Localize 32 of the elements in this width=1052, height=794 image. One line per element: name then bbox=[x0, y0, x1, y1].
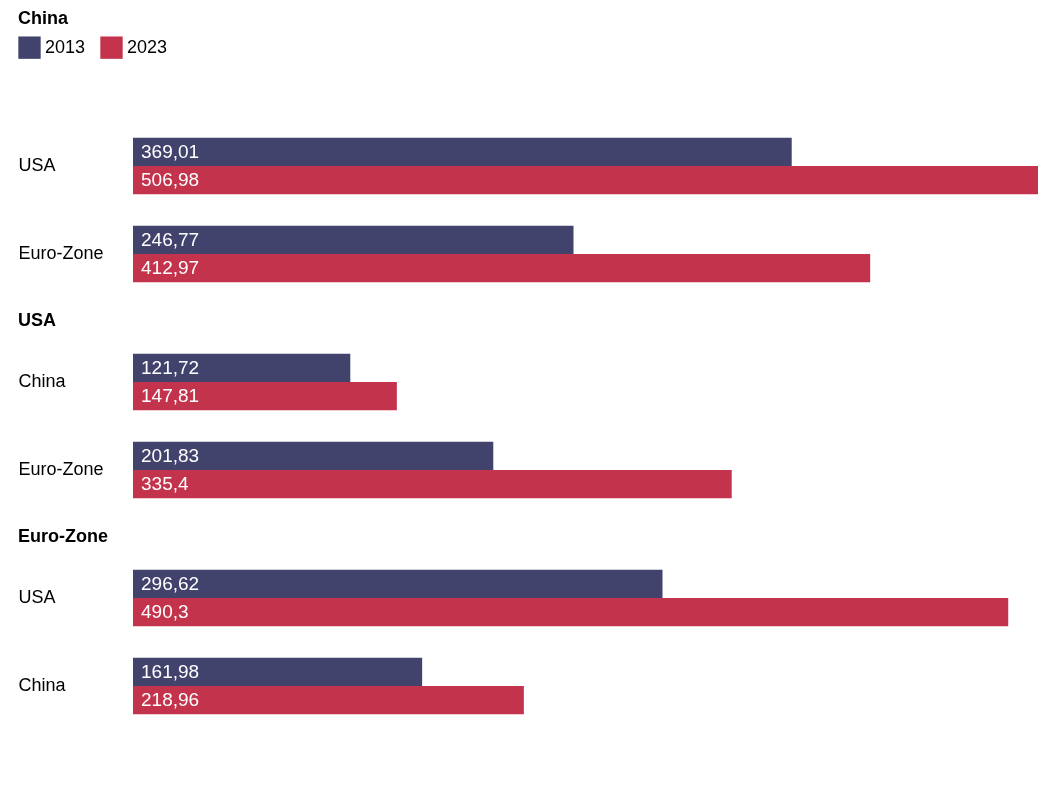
bar bbox=[133, 470, 732, 499]
y-tick-label: China bbox=[18, 371, 67, 391]
data-label: 201,83 bbox=[141, 444, 200, 466]
bar bbox=[133, 225, 574, 254]
data-label: 121,72 bbox=[141, 356, 200, 378]
bar bbox=[133, 569, 663, 598]
y-tick-label: USA bbox=[18, 587, 56, 607]
bar bbox=[133, 657, 423, 686]
data-label: 369,01 bbox=[141, 140, 200, 162]
bar bbox=[133, 686, 524, 715]
bar bbox=[133, 137, 792, 166]
data-label: 490,3 bbox=[141, 601, 189, 623]
data-label: 296,62 bbox=[141, 572, 200, 594]
legend-label: 2013 bbox=[45, 36, 86, 57]
y-tick-label: USA bbox=[18, 155, 56, 175]
bar bbox=[133, 166, 1038, 195]
y-tick-label: China bbox=[18, 675, 67, 695]
legend-label: 2023 bbox=[127, 36, 168, 57]
data-label: 246,77 bbox=[141, 228, 200, 250]
data-label: 218,96 bbox=[141, 689, 200, 711]
y-tick-label: Euro-Zone bbox=[18, 243, 104, 263]
y-tick-label: Euro-Zone bbox=[18, 459, 104, 479]
data-label: 147,81 bbox=[141, 385, 200, 407]
data-label: 335,4 bbox=[141, 473, 189, 495]
bar bbox=[133, 441, 494, 470]
bar bbox=[133, 382, 397, 411]
data-label: 506,98 bbox=[141, 169, 200, 191]
data-label: 412,97 bbox=[141, 257, 200, 279]
bar bbox=[133, 353, 351, 382]
data-label: 161,98 bbox=[141, 660, 200, 682]
bar bbox=[133, 598, 1009, 627]
bar bbox=[133, 254, 871, 283]
